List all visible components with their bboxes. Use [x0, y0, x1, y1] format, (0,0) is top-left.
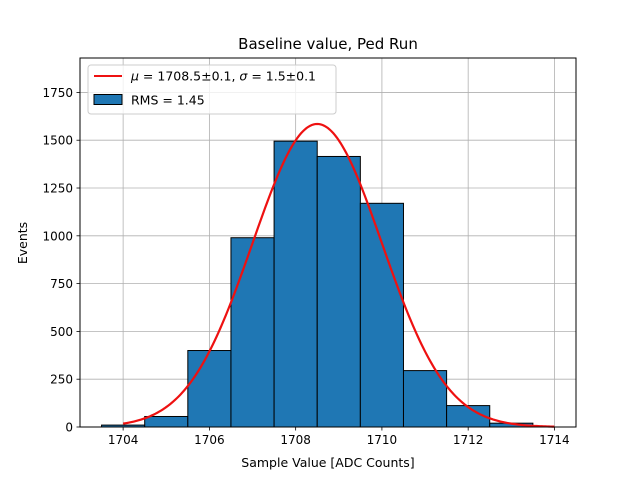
x-tick-label: 1706 — [194, 433, 225, 447]
y-tick-label: 500 — [50, 325, 73, 339]
y-tick-label: 1000 — [42, 229, 73, 243]
axis-ticks: 1704 1706 1708 1710 1712 1714 0 250 500 750 1000 12… — [42, 86, 569, 447]
plot-frame — [79, 57, 577, 428]
legend-histogram-label: RMS = 1.45 — [131, 93, 205, 108]
gaussian-fit — [122, 122, 555, 428]
histogram-bar — [359, 202, 404, 428]
x-axis-label: Sample Value [ADC Counts] — [241, 455, 414, 470]
legend: μ = 1708.5±0.1, σ = 1.5±0.1 RMS = 1.45 — [87, 64, 337, 115]
legend-histogram-swatch — [93, 94, 123, 105]
histogram-bar — [273, 140, 318, 428]
histogram-bar — [144, 415, 189, 428]
y-tick-label: 750 — [50, 277, 73, 291]
x-tick-label: 1714 — [539, 433, 570, 447]
y-tick-label: 1250 — [42, 182, 73, 196]
y-tick-label: 1500 — [42, 134, 73, 148]
x-tick-label: 1710 — [367, 433, 398, 447]
y-tick-label: 250 — [50, 373, 73, 387]
histogram-bar — [230, 237, 275, 428]
legend-box — [87, 64, 337, 115]
legend-fit-label: μ = 1708.5±0.1, σ = 1.5±0.1 — [130, 69, 316, 84]
histogram-bar — [187, 350, 232, 428]
legend-sigma-symbol: σ — [239, 69, 248, 84]
x-tick-label: 1708 — [280, 433, 311, 447]
legend-sigma-value: = 1.5±0.1 — [247, 69, 316, 84]
y-tick-label: 0 — [65, 421, 73, 435]
legend-mu-symbol: μ — [130, 69, 139, 84]
y-axis-label: Events — [15, 222, 30, 264]
histogram-bar — [316, 155, 361, 428]
chart-title: Baseline value, Ped Run — [238, 35, 418, 53]
legend-mu-value: = 1708.5±0.1, — [139, 69, 239, 84]
x-tick-label: 1712 — [453, 433, 484, 447]
x-tick-label: 1704 — [108, 433, 139, 447]
histogram-bar — [402, 370, 448, 428]
fit-curve — [122, 122, 555, 428]
y-tick-label: 1750 — [42, 86, 73, 100]
